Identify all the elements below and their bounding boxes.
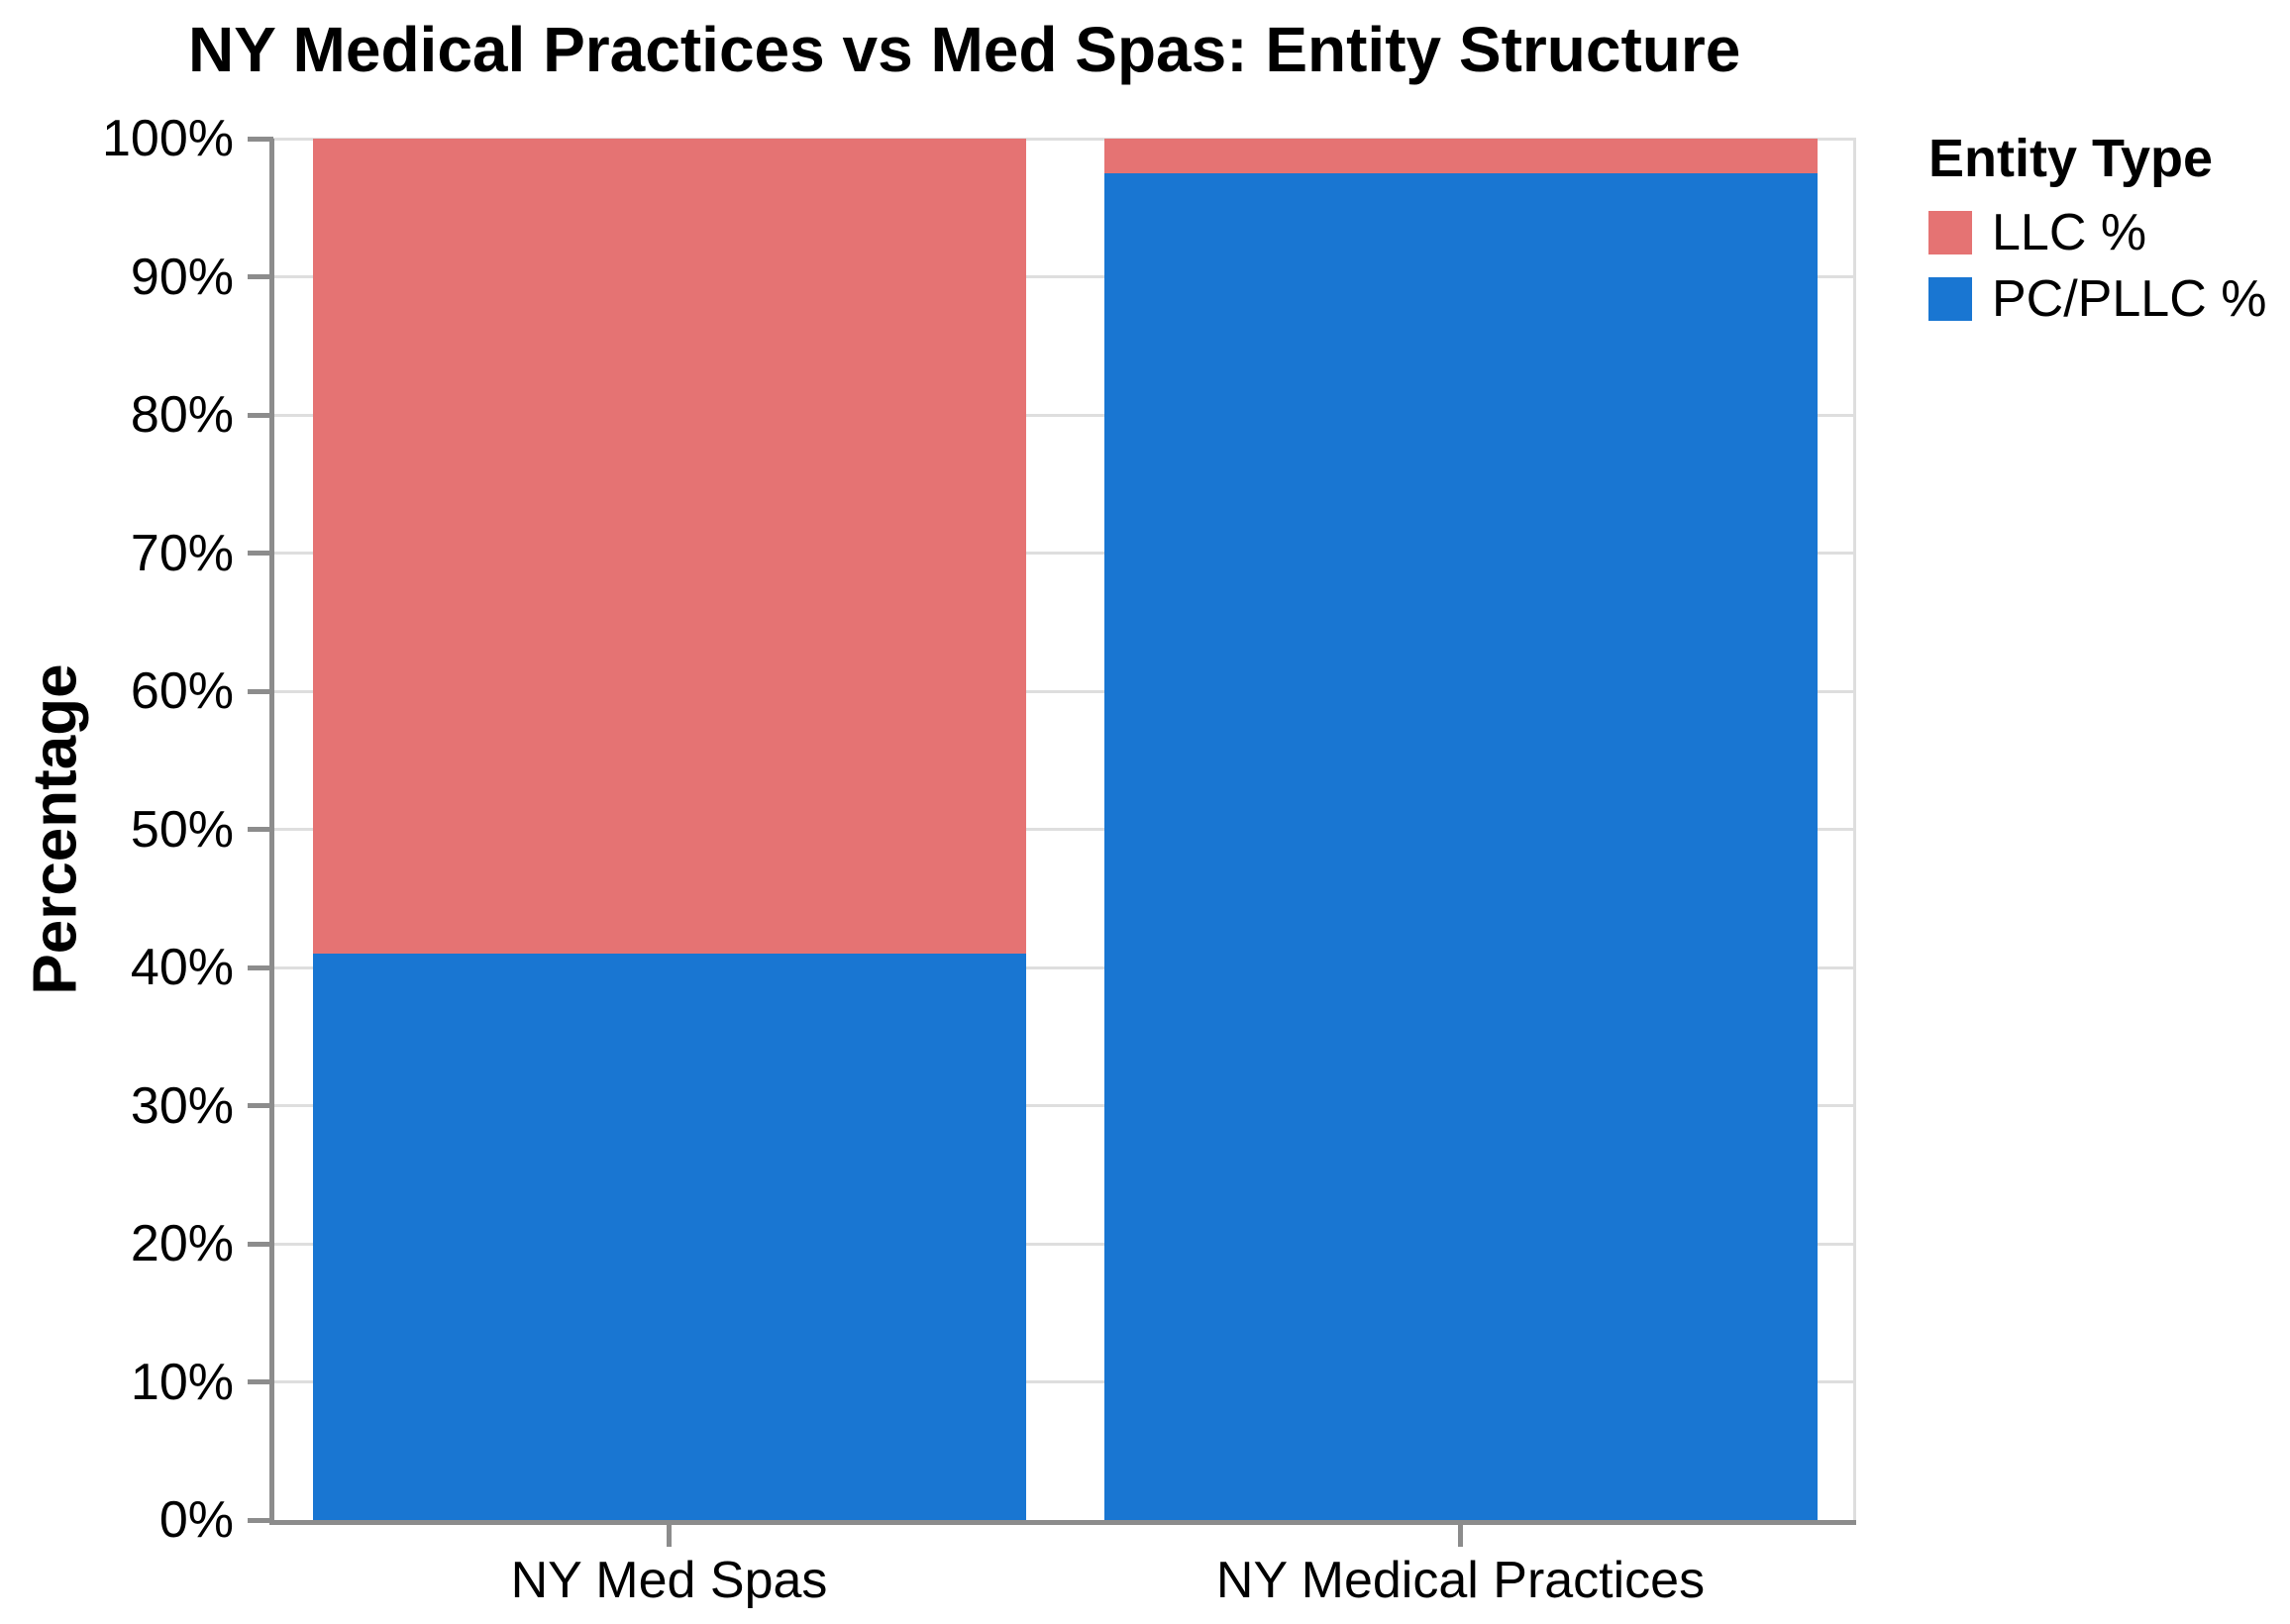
plot-right-border xyxy=(1853,139,1856,1520)
gridline xyxy=(273,1104,1856,1107)
legend-item-label: LLC % xyxy=(1992,204,2147,261)
legend-title: Entity Type xyxy=(1928,129,2214,188)
y-tick-mark xyxy=(248,1379,273,1384)
x-tick-label: NY Medical Practices xyxy=(1215,1552,1706,1609)
gridline xyxy=(273,137,1856,141)
y-tick-mark xyxy=(248,688,273,694)
gridline xyxy=(273,1380,1856,1383)
y-axis-line xyxy=(269,139,274,1524)
x-tick-mark xyxy=(1458,1525,1463,1547)
plot-area xyxy=(273,137,1856,1520)
gridline xyxy=(273,965,1856,969)
y-tick-label: 80% xyxy=(130,386,234,444)
y-tick-mark xyxy=(248,136,273,142)
x-axis-line xyxy=(269,1520,1856,1525)
legend-item: LLC % xyxy=(1928,207,2266,258)
y-tick-mark xyxy=(248,274,273,279)
legend-item-label: PC/PLLC % xyxy=(1992,270,2267,328)
y-tick-label: 100% xyxy=(102,110,234,167)
y-tick-label: 10% xyxy=(130,1353,234,1411)
y-tick-mark xyxy=(248,1103,273,1108)
y-tick-mark xyxy=(248,551,273,556)
y-tick-label: 20% xyxy=(130,1215,234,1272)
gridline xyxy=(273,689,1856,693)
gridline xyxy=(273,828,1856,831)
y-tick-label: 30% xyxy=(130,1076,234,1135)
gridline xyxy=(273,1242,1856,1246)
x-tick-label: NY Med Spas xyxy=(510,1552,828,1609)
gridline xyxy=(273,413,1856,417)
y-tick-label: 50% xyxy=(130,800,234,859)
y-tick-label: 70% xyxy=(130,524,234,582)
legend-item: PC/PLLC % xyxy=(1928,273,2266,325)
y-tick-label: 0% xyxy=(158,1491,234,1549)
chart-title: NY Medical Practices vs Med Spas: Entity… xyxy=(188,14,1741,85)
y-tick-mark xyxy=(248,827,273,832)
y-tick-mark xyxy=(248,412,273,418)
legend-swatch xyxy=(1928,211,1972,254)
bar-segment-pc-pllc-- xyxy=(1103,172,1818,1520)
bar-segment-llc-- xyxy=(312,139,1026,955)
x-tick-mark xyxy=(667,1525,672,1547)
y-tick-mark xyxy=(248,1517,273,1523)
legend-swatch xyxy=(1928,277,1972,321)
y-tick-mark xyxy=(248,1241,273,1247)
legend-items: LLC % PC/PLLC % xyxy=(1928,207,2266,325)
gridline xyxy=(273,275,1856,278)
legend: Entity Type LLC % PC/PLLC % xyxy=(1928,132,2266,344)
y-tick-mark xyxy=(248,964,273,970)
y-tick-label: 60% xyxy=(130,662,234,720)
y-tick-label: 40% xyxy=(130,939,234,996)
gridline xyxy=(273,552,1856,555)
bar-segment-llc-- xyxy=(1103,139,1818,173)
y-tick-label: 90% xyxy=(130,248,234,306)
bar-segment-pc-pllc-- xyxy=(312,954,1026,1520)
